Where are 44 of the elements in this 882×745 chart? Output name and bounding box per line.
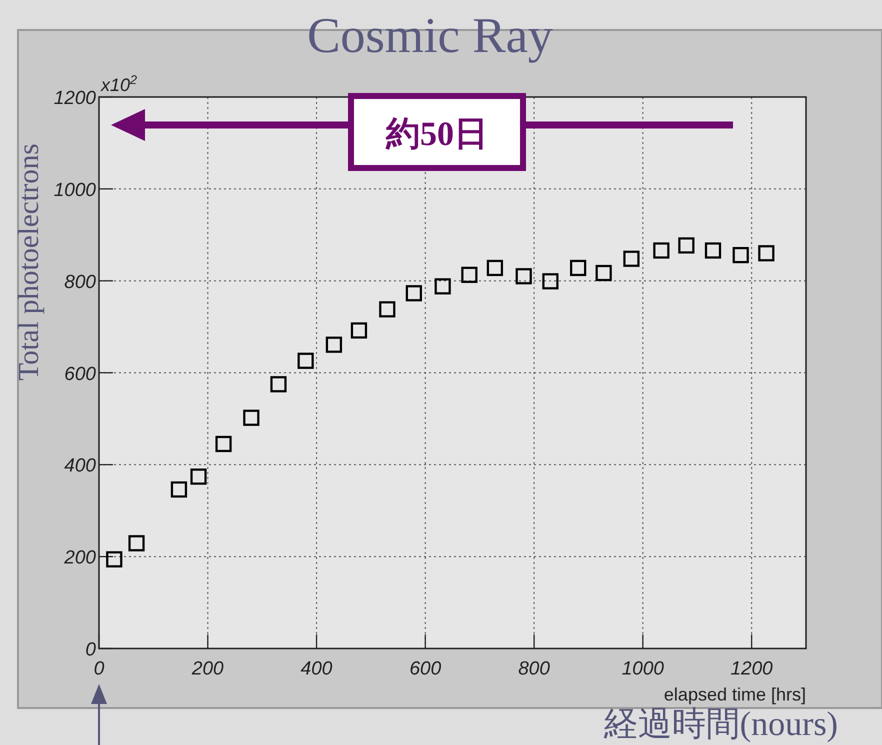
text: 経過時間(nours) xyxy=(602,706,838,743)
point xyxy=(653,242,670,259)
point xyxy=(128,535,145,552)
x-tick-label: 1200 xyxy=(730,658,774,680)
point xyxy=(406,285,422,302)
y-tick-label: 800 xyxy=(64,272,96,293)
x-tick-label: 600 xyxy=(409,658,442,680)
y-tick-label: 0 xyxy=(85,640,96,660)
y-tick-label: 1000 xyxy=(54,180,96,201)
point xyxy=(350,322,368,339)
point xyxy=(434,278,451,294)
point xyxy=(486,260,504,276)
point xyxy=(570,260,586,276)
point xyxy=(215,436,232,452)
x-tick-label: 200 xyxy=(190,658,224,680)
y-tick-label: 1200 xyxy=(54,88,96,109)
point xyxy=(596,264,612,282)
text: x10$^{2}$ xyxy=(100,73,138,95)
point xyxy=(704,242,722,259)
point xyxy=(170,481,188,498)
point xyxy=(270,376,287,392)
chart-title: Cosmic Ray xyxy=(307,7,553,63)
x-axis-title: elapsed time [hrs] xyxy=(664,684,806,704)
point xyxy=(243,410,260,426)
point xyxy=(732,246,749,264)
point xyxy=(106,551,122,568)
point xyxy=(326,336,342,353)
point xyxy=(758,245,774,262)
x-tick-label: 800 xyxy=(518,658,550,680)
x-tick-label: 1000 xyxy=(622,658,664,680)
y-tick-label: 600 xyxy=(64,364,96,385)
point xyxy=(190,468,207,485)
x-tick-label: 400 xyxy=(300,658,333,680)
y-tick-label: 400 xyxy=(64,456,96,477)
point xyxy=(461,266,478,283)
y-axis-title: Total photoelectrons xyxy=(13,143,45,381)
point xyxy=(298,352,314,369)
point xyxy=(516,268,532,284)
point xyxy=(542,273,558,290)
point xyxy=(623,250,640,267)
y-tick-label: 200 xyxy=(63,548,96,569)
annotation: 約50日 xyxy=(385,116,488,153)
point xyxy=(678,237,694,254)
point xyxy=(379,301,396,318)
